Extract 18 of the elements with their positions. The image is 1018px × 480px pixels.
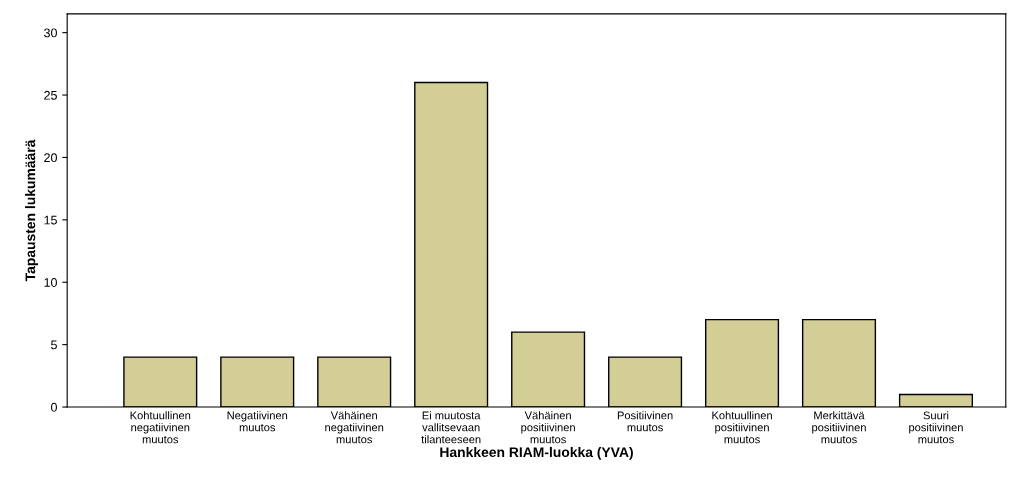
y-tick-label: 30 xyxy=(44,28,57,38)
x-tick-label: Vähäinen negatiivinen muutos xyxy=(325,411,384,444)
x-tick-label: Positiivinen muutos xyxy=(617,411,673,432)
x-tick-label: Merkittävä positiivinen muutos xyxy=(812,411,866,444)
y-tick-label: 10 xyxy=(44,278,57,287)
y-axis-title: Tapausten lukumäärä xyxy=(25,139,39,282)
y-tick-label: 20 xyxy=(44,153,57,163)
x-tick-label: Ei muutosta vallitsevaan tilanteeseen xyxy=(421,411,481,444)
x-tick-label: Vähäinen positiivinen muutos xyxy=(521,411,575,444)
y-tick-label: 25 xyxy=(44,90,57,100)
x-axis-title: Hankkeen RIAM-luokka (YVA) xyxy=(440,446,633,460)
x-tick-label: Kohtuullinen negatiivinen muutos xyxy=(130,411,191,444)
x-tick-label: Suuri positiivinen muutos xyxy=(909,411,963,444)
x-tick-label: Negatiivinen muutos xyxy=(227,411,288,432)
y-tick-label: 15 xyxy=(44,215,57,225)
y-tick-label: 5 xyxy=(51,340,57,350)
y-tick-label: 0 xyxy=(51,402,57,412)
x-tick-label: Kohtuullinen positiivinen muutos xyxy=(712,411,772,444)
